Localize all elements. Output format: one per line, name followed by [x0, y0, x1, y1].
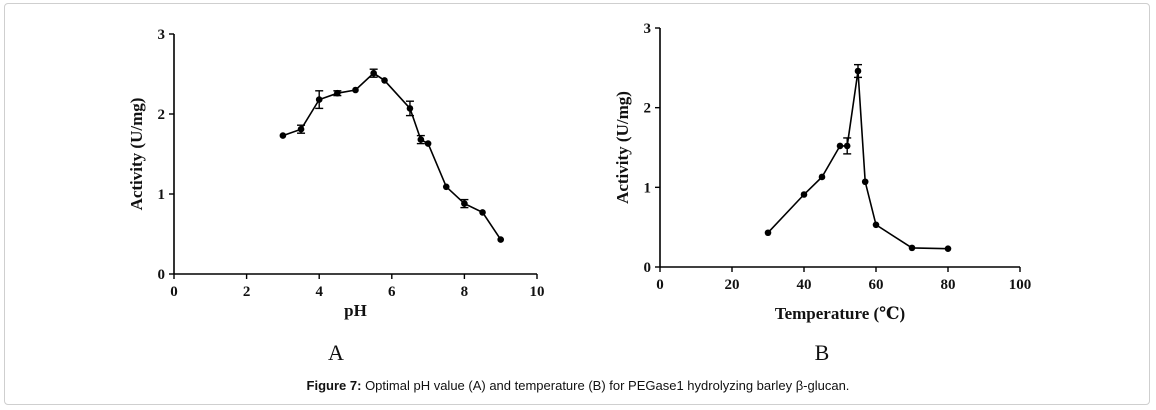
x-tick-label-a: 4 [315, 284, 323, 300]
figure-frame [4, 3, 1150, 405]
y-tick-label-b: 3 [644, 21, 652, 37]
x-tick-label-b: 20 [725, 277, 740, 293]
y-axis-title-a: Activity (U/mg) [127, 98, 146, 211]
data-point-a [315, 96, 323, 103]
data-point-a [479, 209, 486, 216]
data-point-b [872, 221, 880, 229]
data-point-a [352, 86, 359, 94]
data-point-a [424, 140, 432, 147]
x-tick-label-b: 0 [656, 277, 664, 293]
data-point-b [944, 245, 952, 252]
y-tick-label-a: 0 [158, 267, 166, 283]
series-line-a [282, 72, 502, 241]
x-tick-label-b: 80 [941, 277, 956, 293]
data-point-a [370, 69, 377, 77]
x-tick-label-b: 100 [1009, 277, 1032, 293]
series-line-b [767, 70, 949, 250]
y-axis-title-b: Activity (U/mg) [613, 91, 632, 204]
x-tick-label-a: 6 [388, 284, 396, 300]
chart-panel-a: 0 2 4 6 8 10 0 1 2 3 pH Activity (U/mg) A [127, 27, 545, 365]
x-tick-label-a: 2 [243, 284, 251, 300]
y-tick-label-b: 1 [644, 180, 652, 196]
y-tick-label-a: 1 [158, 187, 166, 203]
panel-label-a: A [328, 340, 344, 365]
data-point-b [861, 178, 869, 186]
caption-text: Optimal pH value (A) and temperature (B)… [361, 378, 850, 393]
caption-label: Figure 7: [306, 378, 362, 393]
x-axis-title-a: pH [344, 301, 367, 320]
data-point-a [334, 89, 341, 97]
panel-label-b: B [815, 340, 830, 365]
x-tick-label-a: 10 [530, 284, 545, 300]
data-point-a [279, 132, 287, 139]
data-point-b [818, 173, 826, 181]
x-tick-label-b: 60 [869, 277, 884, 293]
x-tick-label-b: 40 [797, 277, 812, 293]
data-point-a [497, 236, 505, 243]
data-point-a [442, 183, 450, 191]
data-point-a [417, 136, 425, 143]
data-point-b [908, 244, 916, 252]
data-point-b [843, 142, 851, 150]
chart-panel-b: 0 20 40 60 80 100 0 1 2 3 Temperature (℃) Activity … [613, 21, 1031, 365]
data-point-b [800, 191, 808, 198]
data-point-a [406, 105, 414, 112]
data-point-b [764, 229, 772, 237]
y-tick-label-b: 0 [644, 260, 652, 276]
data-point-a [381, 77, 388, 84]
x-tick-label-a: 0 [170, 284, 178, 300]
figure-caption: Figure 7: Optimal pH value (A) and tempe… [0, 378, 1156, 393]
data-point-a [461, 200, 468, 207]
x-tick-label-a: 8 [461, 284, 469, 300]
y-tick-label-b: 2 [644, 101, 652, 117]
data-point-a [297, 125, 305, 133]
data-point-b [854, 67, 862, 75]
data-point-b [836, 142, 844, 150]
y-tick-label-a: 3 [158, 27, 166, 43]
x-axis-title-b: Temperature (℃) [775, 304, 905, 323]
y-tick-label-a: 2 [158, 107, 166, 123]
